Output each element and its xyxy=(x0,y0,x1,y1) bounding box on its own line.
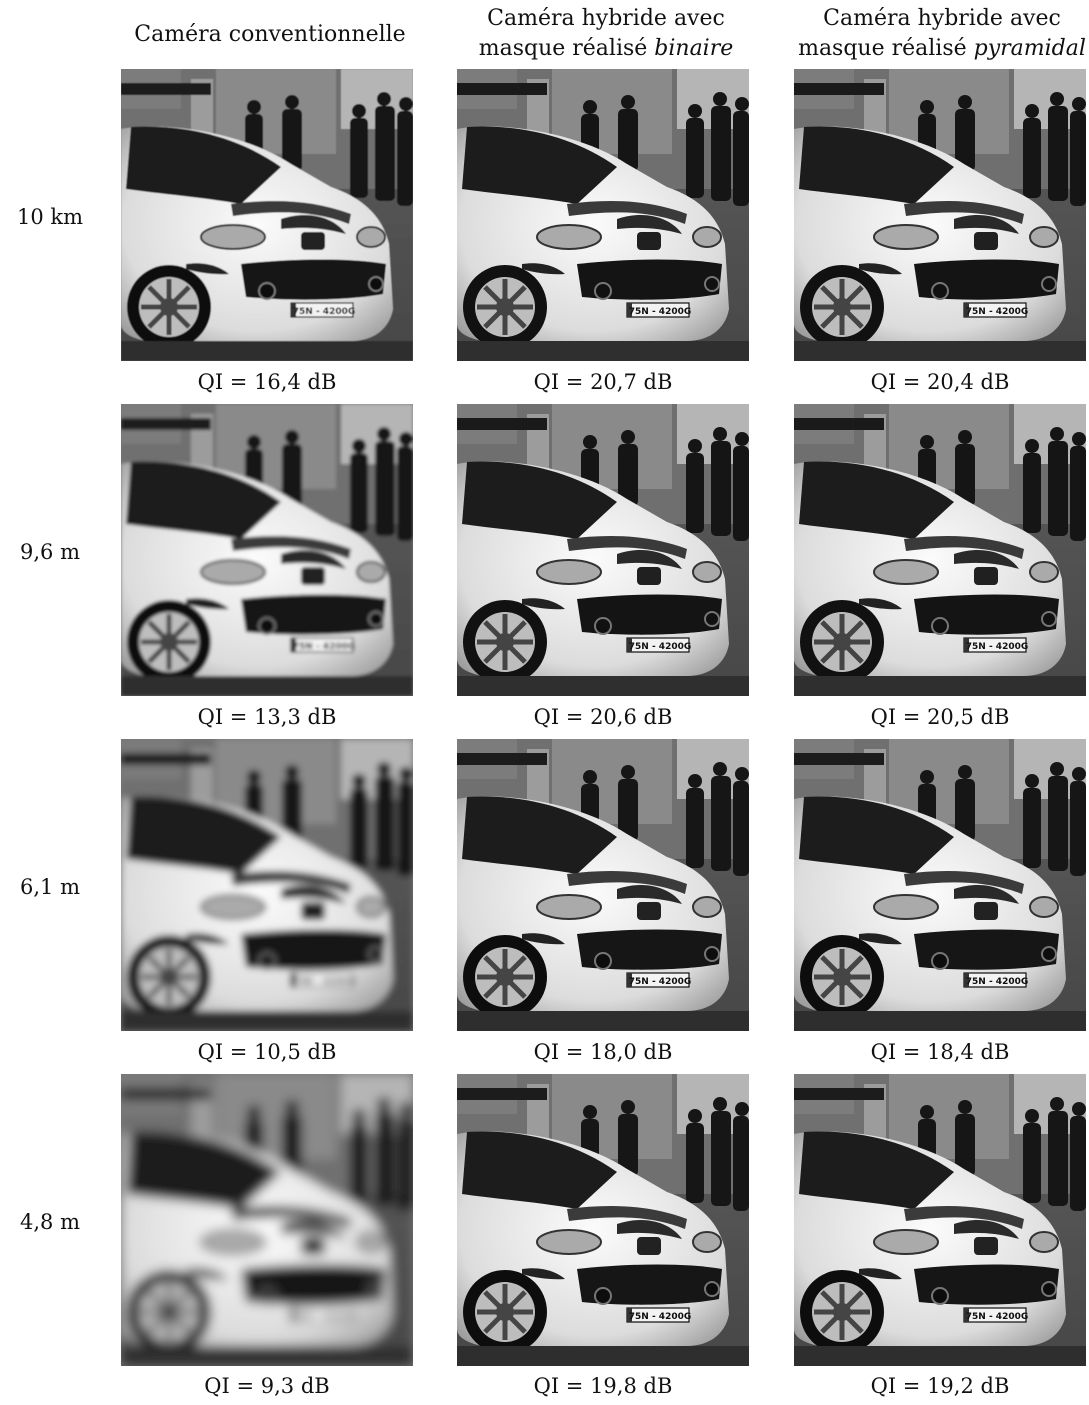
column-header-line: Caméra hybride avec xyxy=(487,6,725,31)
svg-text:75N - 4200G: 75N - 4200G xyxy=(293,642,356,652)
photo-police-car: 75N - 4200G xyxy=(121,1074,413,1366)
svg-text:75N - 4200G: 75N - 4200G xyxy=(293,307,356,317)
photo-police-car: 75N - 4200G xyxy=(121,739,413,1031)
column-header-italic: binaire xyxy=(654,36,734,61)
photo-police-car: 75N - 4200G xyxy=(457,739,749,1031)
photo-police-car: 75N - 4200G xyxy=(121,69,413,361)
photo-police-car: 75N - 4200G xyxy=(794,69,1086,361)
row-label-distance: 10 km xyxy=(16,205,84,229)
svg-text:75N - 4200G: 75N - 4200G xyxy=(966,977,1029,987)
photo-police-car: 75N - 4200G xyxy=(457,69,749,361)
column-header-pyramidal: Caméra hybride avec masque réalisé pyram… xyxy=(792,4,1089,64)
qi-caption: QI = 20,7 dB xyxy=(533,370,673,394)
row-label-distance: 4,8 m xyxy=(20,1210,80,1234)
qi-caption: QI = 20,6 dB xyxy=(533,705,673,729)
column-header-line: masque réalisé xyxy=(798,36,974,61)
qi-caption: QI = 18,4 dB xyxy=(870,1040,1010,1064)
svg-text:75N - 4200G: 75N - 4200G xyxy=(966,307,1029,317)
column-header-italic: pyramidal xyxy=(973,36,1086,61)
qi-caption: QI = 20,4 dB xyxy=(870,370,1010,394)
svg-text:75N - 4200G: 75N - 4200G xyxy=(629,642,692,652)
column-header-binary: Caméra hybride avec masque réalisé binai… xyxy=(456,4,756,64)
photo-police-car: 75N - 4200G xyxy=(457,1074,749,1366)
row-label-distance: 6,1 m xyxy=(20,875,80,899)
qi-caption: QI = 19,2 dB xyxy=(870,1374,1010,1398)
photo-police-car: 75N - 4200G xyxy=(121,404,413,696)
row-label-distance: 9,6 m xyxy=(20,540,80,564)
svg-text:75N - 4200G: 75N - 4200G xyxy=(629,1312,692,1322)
qi-caption: QI = 18,0 dB xyxy=(533,1040,673,1064)
column-header-line-2: masque réalisé binaire xyxy=(456,34,756,64)
svg-text:75N - 4200G: 75N - 4200G xyxy=(629,307,692,317)
photo-police-car: 75N - 4200G xyxy=(794,1074,1086,1366)
svg-text:75N - 4200G: 75N - 4200G xyxy=(629,977,692,987)
photo-police-car: 75N - 4200G xyxy=(457,404,749,696)
column-header-line-2: masque réalisé pyramidal xyxy=(792,34,1089,64)
qi-caption: QI = 10,5 dB xyxy=(197,1040,337,1064)
qi-caption: QI = 9,3 dB xyxy=(204,1374,330,1398)
svg-text:75N - 4200G: 75N - 4200G xyxy=(293,977,356,987)
column-header-line: Caméra hybride avec xyxy=(823,6,1061,31)
svg-text:75N - 4200G: 75N - 4200G xyxy=(966,1312,1029,1322)
svg-text:75N - 4200G: 75N - 4200G xyxy=(966,642,1029,652)
column-header-line: Caméra conventionnelle xyxy=(134,22,406,47)
photo-police-car: 75N - 4200G xyxy=(794,739,1086,1031)
column-header-line: masque réalisé xyxy=(478,36,655,61)
qi-caption: QI = 19,8 dB xyxy=(533,1374,673,1398)
qi-caption: QI = 20,5 dB xyxy=(870,705,1010,729)
qi-caption: QI = 16,4 dB xyxy=(197,370,337,394)
qi-caption: QI = 13,3 dB xyxy=(197,705,337,729)
photo-police-car: 75N - 4200G xyxy=(794,404,1086,696)
column-header-conventional: Caméra conventionnelle xyxy=(120,20,420,50)
svg-text:75N - 4200G: 75N - 4200G xyxy=(293,1312,356,1322)
